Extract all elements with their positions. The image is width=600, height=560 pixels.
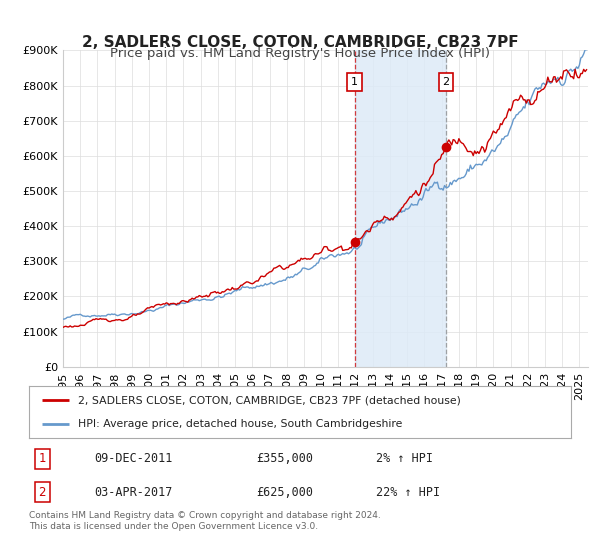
Text: 03-APR-2017: 03-APR-2017 — [94, 486, 172, 499]
Text: 2, SADLERS CLOSE, COTON, CAMBRIDGE, CB23 7PF (detached house): 2, SADLERS CLOSE, COTON, CAMBRIDGE, CB23… — [77, 395, 460, 405]
Text: 09-DEC-2011: 09-DEC-2011 — [94, 452, 172, 465]
Text: £625,000: £625,000 — [257, 486, 314, 499]
Text: 22% ↑ HPI: 22% ↑ HPI — [376, 486, 440, 499]
Bar — [355, 50, 446, 367]
Text: 2% ↑ HPI: 2% ↑ HPI — [376, 452, 433, 465]
Text: £355,000: £355,000 — [257, 452, 314, 465]
Text: Contains HM Land Registry data © Crown copyright and database right 2024.: Contains HM Land Registry data © Crown c… — [29, 511, 380, 520]
Text: This data is licensed under the Open Government Licence v3.0.: This data is licensed under the Open Gov… — [29, 522, 318, 531]
Text: 2: 2 — [442, 77, 449, 87]
Text: 1: 1 — [38, 452, 46, 465]
Text: HPI: Average price, detached house, South Cambridgeshire: HPI: Average price, detached house, Sout… — [77, 419, 402, 429]
Text: 1: 1 — [351, 77, 358, 87]
Text: Price paid vs. HM Land Registry's House Price Index (HPI): Price paid vs. HM Land Registry's House … — [110, 47, 490, 60]
Text: 2: 2 — [38, 486, 46, 499]
Text: 2, SADLERS CLOSE, COTON, CAMBRIDGE, CB23 7PF: 2, SADLERS CLOSE, COTON, CAMBRIDGE, CB23… — [82, 35, 518, 50]
